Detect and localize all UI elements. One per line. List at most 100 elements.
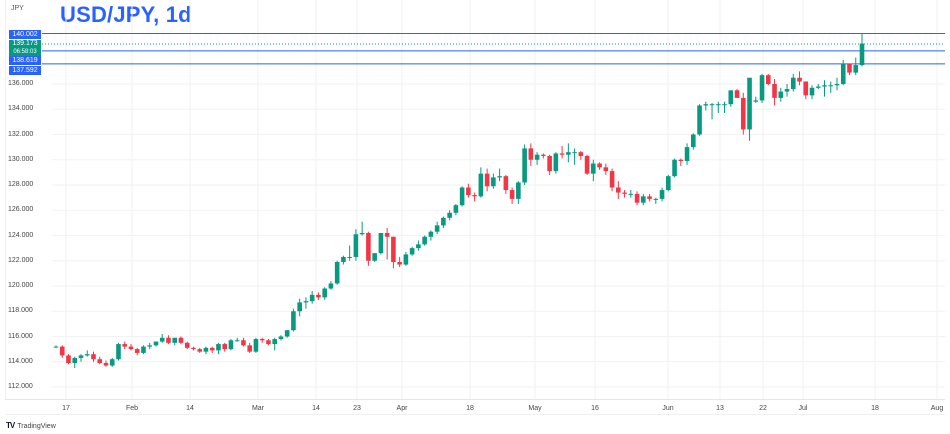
candle-body bbox=[578, 152, 584, 156]
price-axis-label: 132.000 bbox=[8, 130, 34, 138]
time-axis-label: 16 bbox=[591, 405, 599, 412]
candle-body bbox=[366, 232, 371, 261]
candle-body bbox=[534, 154, 540, 160]
candle-body bbox=[422, 236, 427, 245]
candle-body bbox=[447, 212, 452, 218]
candle-body bbox=[828, 85, 834, 87]
time-axis-label: Jun bbox=[662, 405, 674, 412]
candle-body bbox=[659, 190, 665, 199]
candle-body bbox=[153, 341, 159, 346]
candle-body bbox=[434, 225, 440, 232]
candle-body bbox=[628, 193, 634, 195]
candle-body bbox=[284, 330, 290, 337]
candle-body bbox=[509, 190, 515, 199]
candle-body bbox=[672, 159, 677, 177]
price-line-tag: 138.619 bbox=[9, 56, 41, 65]
candle-body bbox=[303, 301, 309, 303]
candle-body bbox=[309, 294, 315, 302]
candle-body bbox=[491, 177, 496, 187]
candle-body bbox=[547, 155, 552, 172]
candle-body bbox=[853, 65, 859, 73]
price-axis-label: 126.000 bbox=[8, 206, 34, 214]
price-axis-label: 128.000 bbox=[8, 181, 34, 188]
candle-body bbox=[141, 346, 146, 353]
candle-body bbox=[184, 342, 190, 348]
candle-body bbox=[178, 337, 184, 343]
candle-body bbox=[328, 283, 334, 289]
candle-body bbox=[553, 153, 559, 172]
candle-body bbox=[197, 349, 203, 352]
candle-body bbox=[641, 196, 646, 203]
candle-body bbox=[103, 363, 109, 366]
candle-body bbox=[703, 104, 709, 106]
candle-body bbox=[759, 75, 765, 101]
candle-body bbox=[834, 84, 840, 86]
candle-body bbox=[709, 104, 715, 106]
candle-body bbox=[597, 163, 602, 168]
candle-body bbox=[541, 154, 546, 156]
candle-body bbox=[428, 231, 434, 237]
bar-countdown: 06:58:03 bbox=[13, 49, 37, 55]
time-axis-label: Aug bbox=[930, 405, 944, 412]
candle-body bbox=[778, 91, 784, 98]
candle-body bbox=[166, 337, 171, 343]
candle-body bbox=[84, 354, 90, 356]
candle-body bbox=[634, 193, 640, 203]
candle-body bbox=[109, 359, 115, 366]
candle-body bbox=[728, 90, 734, 105]
time-axis-label: 18 bbox=[466, 405, 474, 412]
chart-pane[interactable] bbox=[5, 0, 946, 399]
candle-body bbox=[697, 105, 702, 135]
price-axis-label: 114.000 bbox=[8, 357, 33, 365]
price-axis-label: 124.000 bbox=[8, 231, 34, 239]
time-axis-label: 14 bbox=[312, 405, 320, 412]
candle-body bbox=[466, 187, 471, 196]
price-axis-label: 136.000 bbox=[8, 80, 34, 87]
candle-body bbox=[384, 232, 390, 237]
candle-body bbox=[840, 63, 846, 84]
candle-body bbox=[353, 234, 359, 257]
candle-body bbox=[297, 302, 302, 312]
candle-body bbox=[622, 192, 627, 194]
price-axis-label: 116.000 bbox=[8, 332, 33, 340]
candle-body bbox=[653, 198, 659, 200]
candle-body bbox=[172, 337, 178, 343]
candle-body bbox=[603, 167, 609, 172]
candle-body bbox=[403, 254, 409, 265]
candle-body bbox=[572, 152, 577, 154]
price-axis-label: 120.000 bbox=[8, 282, 34, 289]
tradingview-logo[interactable]: TV TradingView bbox=[6, 421, 56, 430]
candle-body bbox=[78, 355, 84, 358]
candle-body bbox=[847, 63, 852, 73]
candle-body bbox=[609, 171, 615, 188]
candle-body bbox=[734, 90, 740, 98]
candle-body bbox=[266, 340, 271, 345]
candle-body bbox=[472, 195, 477, 197]
candle-body bbox=[397, 262, 402, 265]
price-axis-label: 122.000 bbox=[8, 256, 34, 264]
candle-body bbox=[259, 339, 265, 341]
candle-body bbox=[772, 84, 777, 98]
candle-body bbox=[497, 176, 502, 178]
candle-body bbox=[584, 155, 590, 174]
candle-body bbox=[128, 346, 134, 350]
candle-body bbox=[253, 339, 259, 352]
time-axis-label: Jul bbox=[798, 405, 808, 412]
candle-body bbox=[822, 85, 827, 87]
candle-body bbox=[859, 43, 865, 66]
candle-body bbox=[666, 176, 671, 191]
price-axis-label: 134.000 bbox=[8, 105, 34, 113]
candle-body bbox=[209, 347, 215, 351]
candle-body bbox=[416, 244, 421, 249]
time-axis-label: 13 bbox=[716, 405, 724, 412]
tradingview-logo-icon: TV bbox=[6, 421, 15, 430]
candle-body bbox=[91, 354, 96, 360]
time-axis-border bbox=[5, 399, 945, 400]
candle-body bbox=[740, 97, 746, 130]
candle-body bbox=[441, 217, 446, 226]
candle-body bbox=[66, 355, 71, 364]
candle-body bbox=[522, 148, 527, 183]
candle-body bbox=[72, 357, 78, 364]
candle-body bbox=[247, 345, 252, 352]
